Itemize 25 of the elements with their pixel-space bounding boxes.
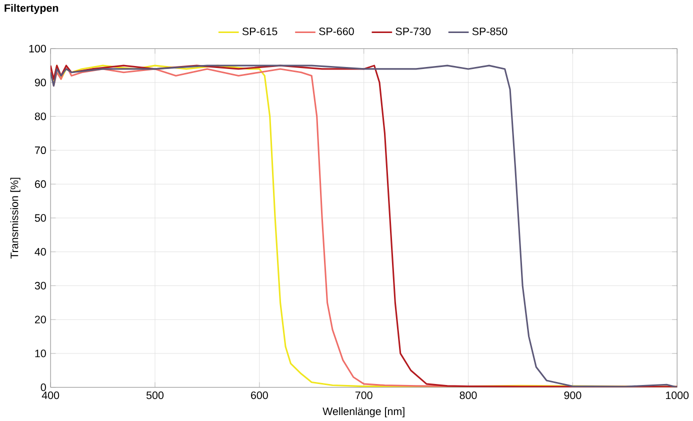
y-tick-label: 100 [29, 44, 46, 52]
x-tick-label: 800 [460, 391, 477, 399]
y-axis-title: Transmission [%] [10, 178, 20, 258]
x-tick-label: 1000 [666, 391, 689, 399]
x-tick-label: 900 [564, 391, 582, 399]
x-tick-label: 400 [42, 391, 60, 399]
y-tick-label: 80 [34, 112, 46, 120]
y-tick-label: 20 [34, 316, 46, 324]
x-axis-title: Wellenlänge [nm] [322, 407, 404, 418]
x-tick-label: 700 [355, 391, 372, 399]
y-tick-label: 50 [34, 214, 46, 222]
y-tick-label: 10 [35, 350, 46, 358]
y-tick-label: 60 [34, 180, 46, 188]
y-tick-label: 0 [40, 383, 46, 391]
y-tick-label: 40 [34, 248, 46, 256]
legend-label: SP-730 [396, 27, 431, 36]
legend-label: SP-660 [319, 27, 354, 36]
y-tick-label: 70 [34, 146, 46, 154]
legend-label: SP-615 [242, 27, 278, 36]
x-tick-label: 500 [146, 391, 164, 399]
chart-title: Filtertypen [4, 4, 58, 14]
legend-label: SP-850 [472, 27, 508, 36]
y-tick-label: 90 [34, 78, 46, 86]
y-tick-label: 30 [34, 282, 46, 290]
x-tick-label: 600 [251, 391, 268, 399]
